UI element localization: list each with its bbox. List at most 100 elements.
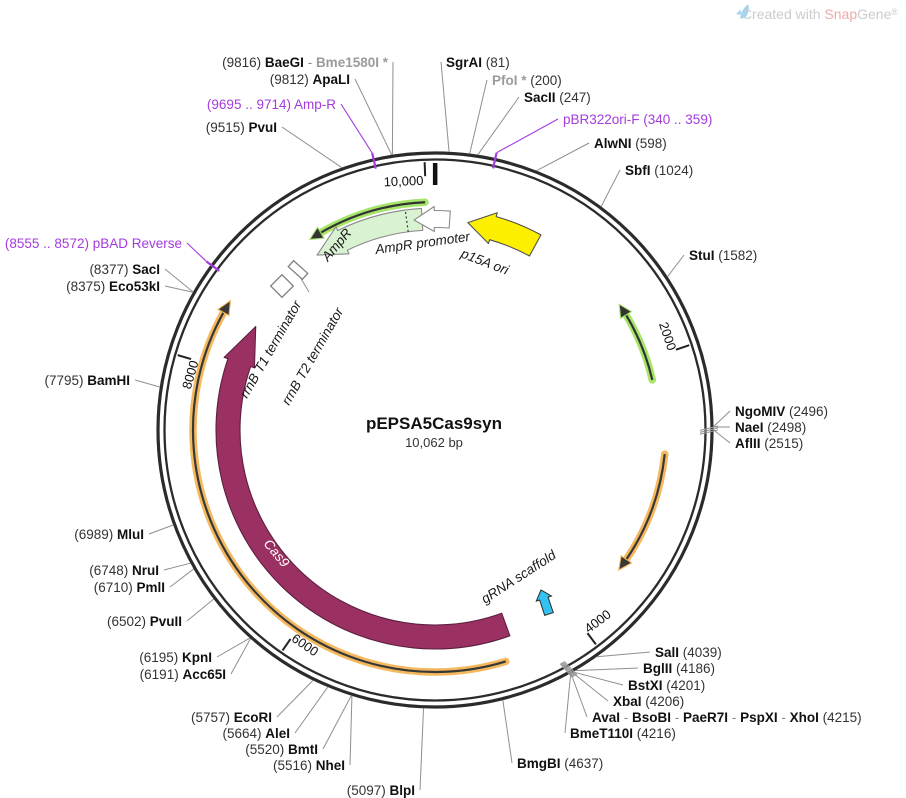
leader-line-BlpI [419,708,425,791]
primer-label-pBAD Reverse[interactable]: (8555 .. 8572) pBAD Reverse [5,236,182,251]
site-label-AvaI-BsoBI-PaeR7I-PspXI-XhoI[interactable]: AvaI - BsoBI - PaeR7I - PspXI - XhoI (42… [592,710,862,725]
plasmid-title: pEPSA5Cas9syn [366,414,502,433]
site-label-BstXI[interactable]: BstXI (4201) [628,678,705,693]
leader-line-PmlI [169,568,194,588]
orf-green-right-halo [622,310,657,384]
site-label-NaeI[interactable]: NaeI (2498) [735,420,806,435]
site-cluster-hatch [561,662,575,677]
site-label-BmtI[interactable]: (5520) BmtI [245,742,318,757]
orf-orange-cas9-head[interactable] [216,299,232,317]
site-label-Eco53kI[interactable]: (8375) Eco53kI [66,279,160,294]
leader-line-StuI [667,254,685,277]
site-label-PvuII[interactable]: (6502) PvuII [107,614,182,629]
site-label-MluI[interactable]: (6989) MluI [74,527,144,542]
orf-orange-right-halo [622,450,669,564]
leader-line-XbaI [571,671,609,702]
site-label-ApaLI[interactable]: (9812) ApaLI [270,72,350,87]
leader-line-SalI [596,651,651,658]
feature-ampr-promoter[interactable] [413,205,451,233]
scale-tick-8000 [177,354,192,360]
orf-green-right-line[interactable] [624,313,654,381]
site-label-SgrAI[interactable]: SgrAI (81) [446,55,510,70]
primer-leader-Amp-R [340,103,373,154]
primer-leader-pBAD Reverse [186,242,207,262]
leader-line-BamHI [134,379,160,388]
orf-green-ampr-head[interactable] [308,226,325,241]
leader-line-SacI [164,268,194,293]
leader-line-MluI [148,524,174,535]
leader-line-BmgBI [502,700,513,764]
site-label-SacII[interactable]: SacII (247) [524,90,591,105]
site-label-NheI[interactable]: (5516) NheI [273,758,345,773]
site-label-PvuI[interactable]: (9515) PvuI [206,120,277,135]
site-label-PmlI[interactable]: (6710) PmlI [94,580,165,595]
leader-line-AflII [713,429,731,444]
site-label-BglII[interactable]: BglII (4186) [643,661,715,676]
snapgene-logo-icon [736,4,749,19]
site-label-StuI[interactable]: StuI (1582) [689,248,757,263]
primer-marker-pBR322ori-F[interactable] [492,152,498,169]
site-label-BamHI[interactable]: (7795) BamHI [44,373,130,388]
orf-orange-right-head[interactable] [618,554,633,572]
site-label-PfoI[interactable]: PfoI * (200) [492,73,562,88]
leader-line-ApaLI [354,78,393,156]
primer-label-Amp-R[interactable]: (9695 .. 9714) Amp-R [207,97,336,112]
leader-line-NheI [349,695,353,766]
leader-line-BglII [575,667,639,672]
leader-line-KpnI [216,637,251,658]
feature-p15a-ori[interactable] [467,212,542,257]
site-label-SbfI[interactable]: SbfI (1024) [625,163,693,178]
scale-tick-6000 [281,638,292,651]
leader-line-NgoMIV [713,410,731,427]
site-label-BlpI[interactable]: (5097) BlpI [347,783,415,798]
watermark-text: Created with SnapGene® [742,6,898,22]
site-label-NruI[interactable]: (6748) NruI [89,563,159,578]
primer-leader-pBR322ori-F [496,118,559,154]
primer-marker-pBAD Reverse[interactable] [205,260,220,272]
scale-tick-4000 [586,632,597,645]
leader-line-PvuI [281,126,342,169]
leader-line-NruI [163,562,191,571]
scale-label-2000: 2000 [656,320,679,352]
site-label-SacI[interactable]: (8377) SacI [89,262,160,277]
orf-orange-cas9-line[interactable] [191,311,507,674]
rrnB-T1-terminator-marker[interactable] [269,273,295,299]
feature-cas9[interactable] [215,325,511,650]
site-label-SalI[interactable]: SalI (4039) [655,645,722,660]
site-label-BaeGI-Bme1580I[interactable]: (9816) BaeGI - Bme1580I * [222,55,389,70]
leader-line-EcoRI [276,680,314,718]
orf-green-right-head[interactable] [618,303,633,320]
terminator-connector-line [299,276,310,293]
site-cluster-hatch [699,427,719,433]
leader-line-BmtI [322,695,352,750]
leader-line-SbfI [600,169,621,207]
site-label-XbaI[interactable]: XbaI (4206) [613,694,684,709]
site-label-NgoMIV[interactable]: NgoMIV (2496) [735,404,828,419]
site-label-EcoRI[interactable]: (5757) EcoRI [191,710,272,725]
leader-line-Eco53kI [164,285,194,293]
leader-line-SgrAI [440,61,450,152]
scale-label-4000: 4000 [582,607,614,636]
primer-label-pBR322ori-F[interactable]: pBR322ori-F (340 .. 359) [563,112,712,127]
plasmid-size: 10,062 bp [405,435,463,450]
leader-line-SacII [477,96,520,156]
primer-marker-Amp-R[interactable] [371,152,377,169]
feature-ampr[interactable] [316,207,424,256]
site-label-AlwNI[interactable]: AlwNI (598) [594,136,667,151]
feature-ampr-boundary-dotted [404,209,409,232]
site-label-AleI[interactable]: (5664) AleI [222,726,290,741]
site-label-Acc65I[interactable]: (6191) Acc65I [140,667,226,682]
site-label-BmeT110I[interactable]: BmeT110I (4216) [570,726,676,741]
plasmid-backbone-inner [163,158,707,702]
site-label-AflII[interactable]: AflII (2515) [735,436,803,451]
site-label-BmgBI[interactable]: BmgBI (4637) [517,756,603,771]
label-p15a-ori[interactable]: p15A ori [458,245,512,278]
scale-tick-10,000 [423,162,427,177]
orf-orange-right-line[interactable] [625,454,666,561]
orf-green-ampr-line[interactable] [319,201,426,234]
rrnB-T2-terminator-marker[interactable] [287,259,309,281]
site-label-KpnI[interactable]: (6195) KpnI [139,650,212,665]
leader-line-PfoI [469,79,488,154]
leader-line-AlwNI [536,142,590,172]
feature-grna-scaffold[interactable] [535,589,554,617]
